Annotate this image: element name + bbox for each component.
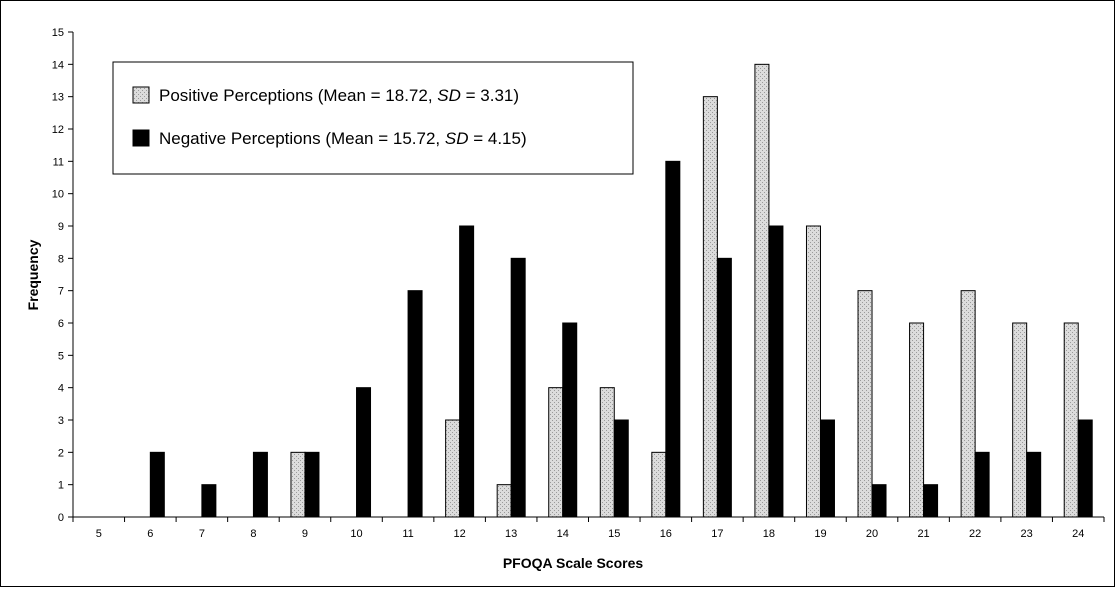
x-tick-label: 18 [763,528,775,540]
x-tick-label: 6 [147,528,153,540]
x-tick-label: 21 [917,528,929,540]
bar-positive [496,484,512,518]
bar-negative [716,257,732,518]
bar-negative [304,451,320,518]
y-tick-label: 12 [52,124,64,136]
bar-positive [1012,322,1028,518]
bar-positive [754,63,770,518]
x-tick-label: 10 [350,528,362,540]
x-tick-label: 13 [505,528,517,540]
x-tick-label: 5 [96,528,102,540]
y-tick-label: 2 [58,447,64,459]
bar-negative [356,387,372,518]
y-tick-label: 6 [58,318,64,330]
x-tick-label: 17 [711,528,723,540]
bar-positive [702,96,718,518]
y-tick-label: 13 [52,92,64,104]
bar-positive [805,225,821,518]
x-tick-label: 24 [1072,528,1084,540]
y-tick-label: 1 [58,480,64,492]
bar-negative [252,451,268,518]
y-tick-label: 3 [58,415,64,427]
y-tick-label: 15 [52,27,64,39]
bar-positive [909,322,925,518]
y-tick-label: 8 [58,253,64,265]
x-tick-label: 23 [1021,528,1033,540]
y-tick-label: 9 [58,221,64,233]
legend-label-positive: Positive Perceptions (Mean = 18.72, SD =… [159,86,519,105]
legend-box [112,61,634,175]
bar-positive [599,387,615,518]
bar-negative [510,257,526,518]
bar-negative [407,290,423,518]
y-tick-label: 11 [53,156,64,168]
legend-swatch-positive [132,86,150,104]
y-tick-label: 7 [58,286,64,298]
y-tick-label: 10 [52,189,64,201]
bar-positive [445,419,461,518]
y-tick-label: 4 [58,383,64,395]
x-tick-label: 11 [402,528,413,540]
x-tick-label: 15 [608,528,620,540]
y-tick-label: 14 [52,59,64,71]
bar-positive [651,451,667,518]
bar-negative [871,484,887,518]
bar-negative [562,322,578,518]
bar-negative [768,225,784,518]
x-tick-label: 22 [969,528,981,540]
x-tick-label: 7 [199,528,205,540]
legend: Positive Perceptions (Mean = 18.72, SD =… [112,61,634,175]
x-axis-title: PFOQA Scale Scores [503,555,644,571]
bar-negative [923,484,939,518]
y-tick-label: 0 [58,512,64,524]
legend-label-negative: Negative Perceptions (Mean = 15.72, SD =… [159,129,527,148]
bar-positive [548,387,564,518]
bar-negative [613,419,629,518]
bar-negative [819,419,835,518]
x-tick-label: 14 [557,528,569,540]
x-tick-label: 16 [660,528,672,540]
legend-swatch-negative [132,129,150,147]
x-tick-label: 12 [454,528,466,540]
bars [149,63,1093,518]
bar-negative [459,225,475,518]
bar-negative [201,484,217,518]
x-tick-label: 20 [866,528,878,540]
x-tick-label: 8 [250,528,256,540]
bar-positive [1063,322,1079,518]
bar-negative [665,160,681,518]
bar-negative [149,451,165,518]
x-tick-label: 9 [302,528,308,540]
bar-negative [1077,419,1093,518]
bar-negative [1026,451,1042,518]
bar-positive [960,290,976,518]
y-tick-label: 5 [58,350,64,362]
bar-positive [290,451,306,518]
bar-negative [974,451,990,518]
x-axis-ticks: 5 6 7 8 9 10 11 12 13 14 15 16 17 18 19 20 21 22 23 24 [72,517,1105,540]
y-axis-title: Frequency [25,239,41,310]
bar-positive [857,290,873,518]
x-tick-label: 19 [814,528,826,540]
